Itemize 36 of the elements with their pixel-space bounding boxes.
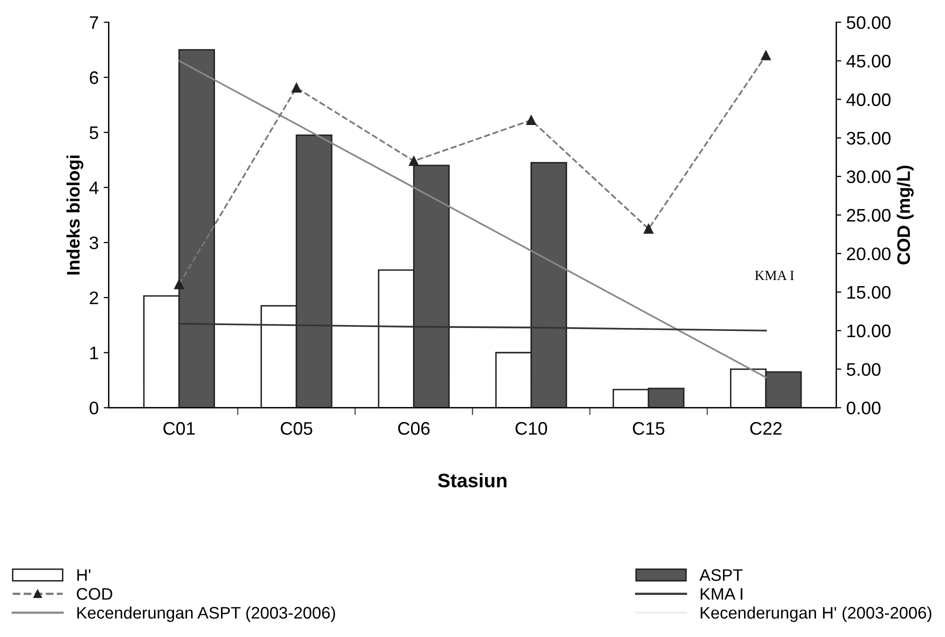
y-tick-label: 0 bbox=[90, 402, 98, 414]
x-tick-label: C22 bbox=[750, 422, 782, 435]
x-tick-label: C15 bbox=[632, 422, 664, 435]
y2-tick-label: 15.00 bbox=[847, 286, 891, 299]
y-axis-title: Indeks biologi bbox=[66, 156, 84, 274]
y2-tick-label: 5.00 bbox=[846, 363, 880, 376]
y-tick-label: 7 bbox=[90, 16, 98, 29]
y2-tick-label: 10.00 bbox=[847, 324, 891, 338]
legend-label: Kecenderungan ASPT (2003-2006) bbox=[77, 606, 336, 622]
line-series bbox=[178, 322, 767, 332]
x-tick-label: C01 bbox=[163, 422, 195, 435]
legend-label: ASPT bbox=[699, 569, 743, 581]
y2-tick-label: 45.00 bbox=[846, 54, 891, 68]
x-axis-title: Stasiun bbox=[438, 473, 506, 488]
y-tick-label: 4 bbox=[89, 182, 98, 194]
x-tick-label: C06 bbox=[398, 422, 430, 435]
annotation: KMA I bbox=[755, 270, 794, 280]
y2-tick-label: 0.00 bbox=[846, 402, 880, 414]
y-tick-label: 6 bbox=[90, 71, 98, 84]
legend-label: KMA I bbox=[700, 588, 742, 600]
legend-label: Kecenderungan H' (2003-2006) bbox=[700, 606, 932, 622]
y-tick-label: 5 bbox=[90, 126, 98, 140]
y2-tick-label: 20.00 bbox=[846, 247, 891, 260]
y-tick-label: 1 bbox=[90, 346, 98, 360]
y2-tick-label: 40.00 bbox=[846, 93, 891, 106]
y2-tick-label: 25.00 bbox=[846, 208, 891, 222]
y2-tick-label: 30.00 bbox=[846, 170, 891, 184]
y2-axis-title: COD (mg/L) bbox=[896, 166, 914, 264]
y2-tick-label: 35.00 bbox=[846, 132, 891, 145]
legend-label: H' bbox=[77, 569, 90, 581]
y-tick-label: 3 bbox=[90, 236, 98, 250]
x-tick-label: C10 bbox=[516, 422, 548, 435]
y-tick-label: 2 bbox=[90, 292, 98, 304]
y2-tick-label: 50.00 bbox=[846, 16, 891, 30]
x-tick-label: C05 bbox=[280, 422, 312, 435]
legend-label: COD bbox=[76, 588, 112, 600]
